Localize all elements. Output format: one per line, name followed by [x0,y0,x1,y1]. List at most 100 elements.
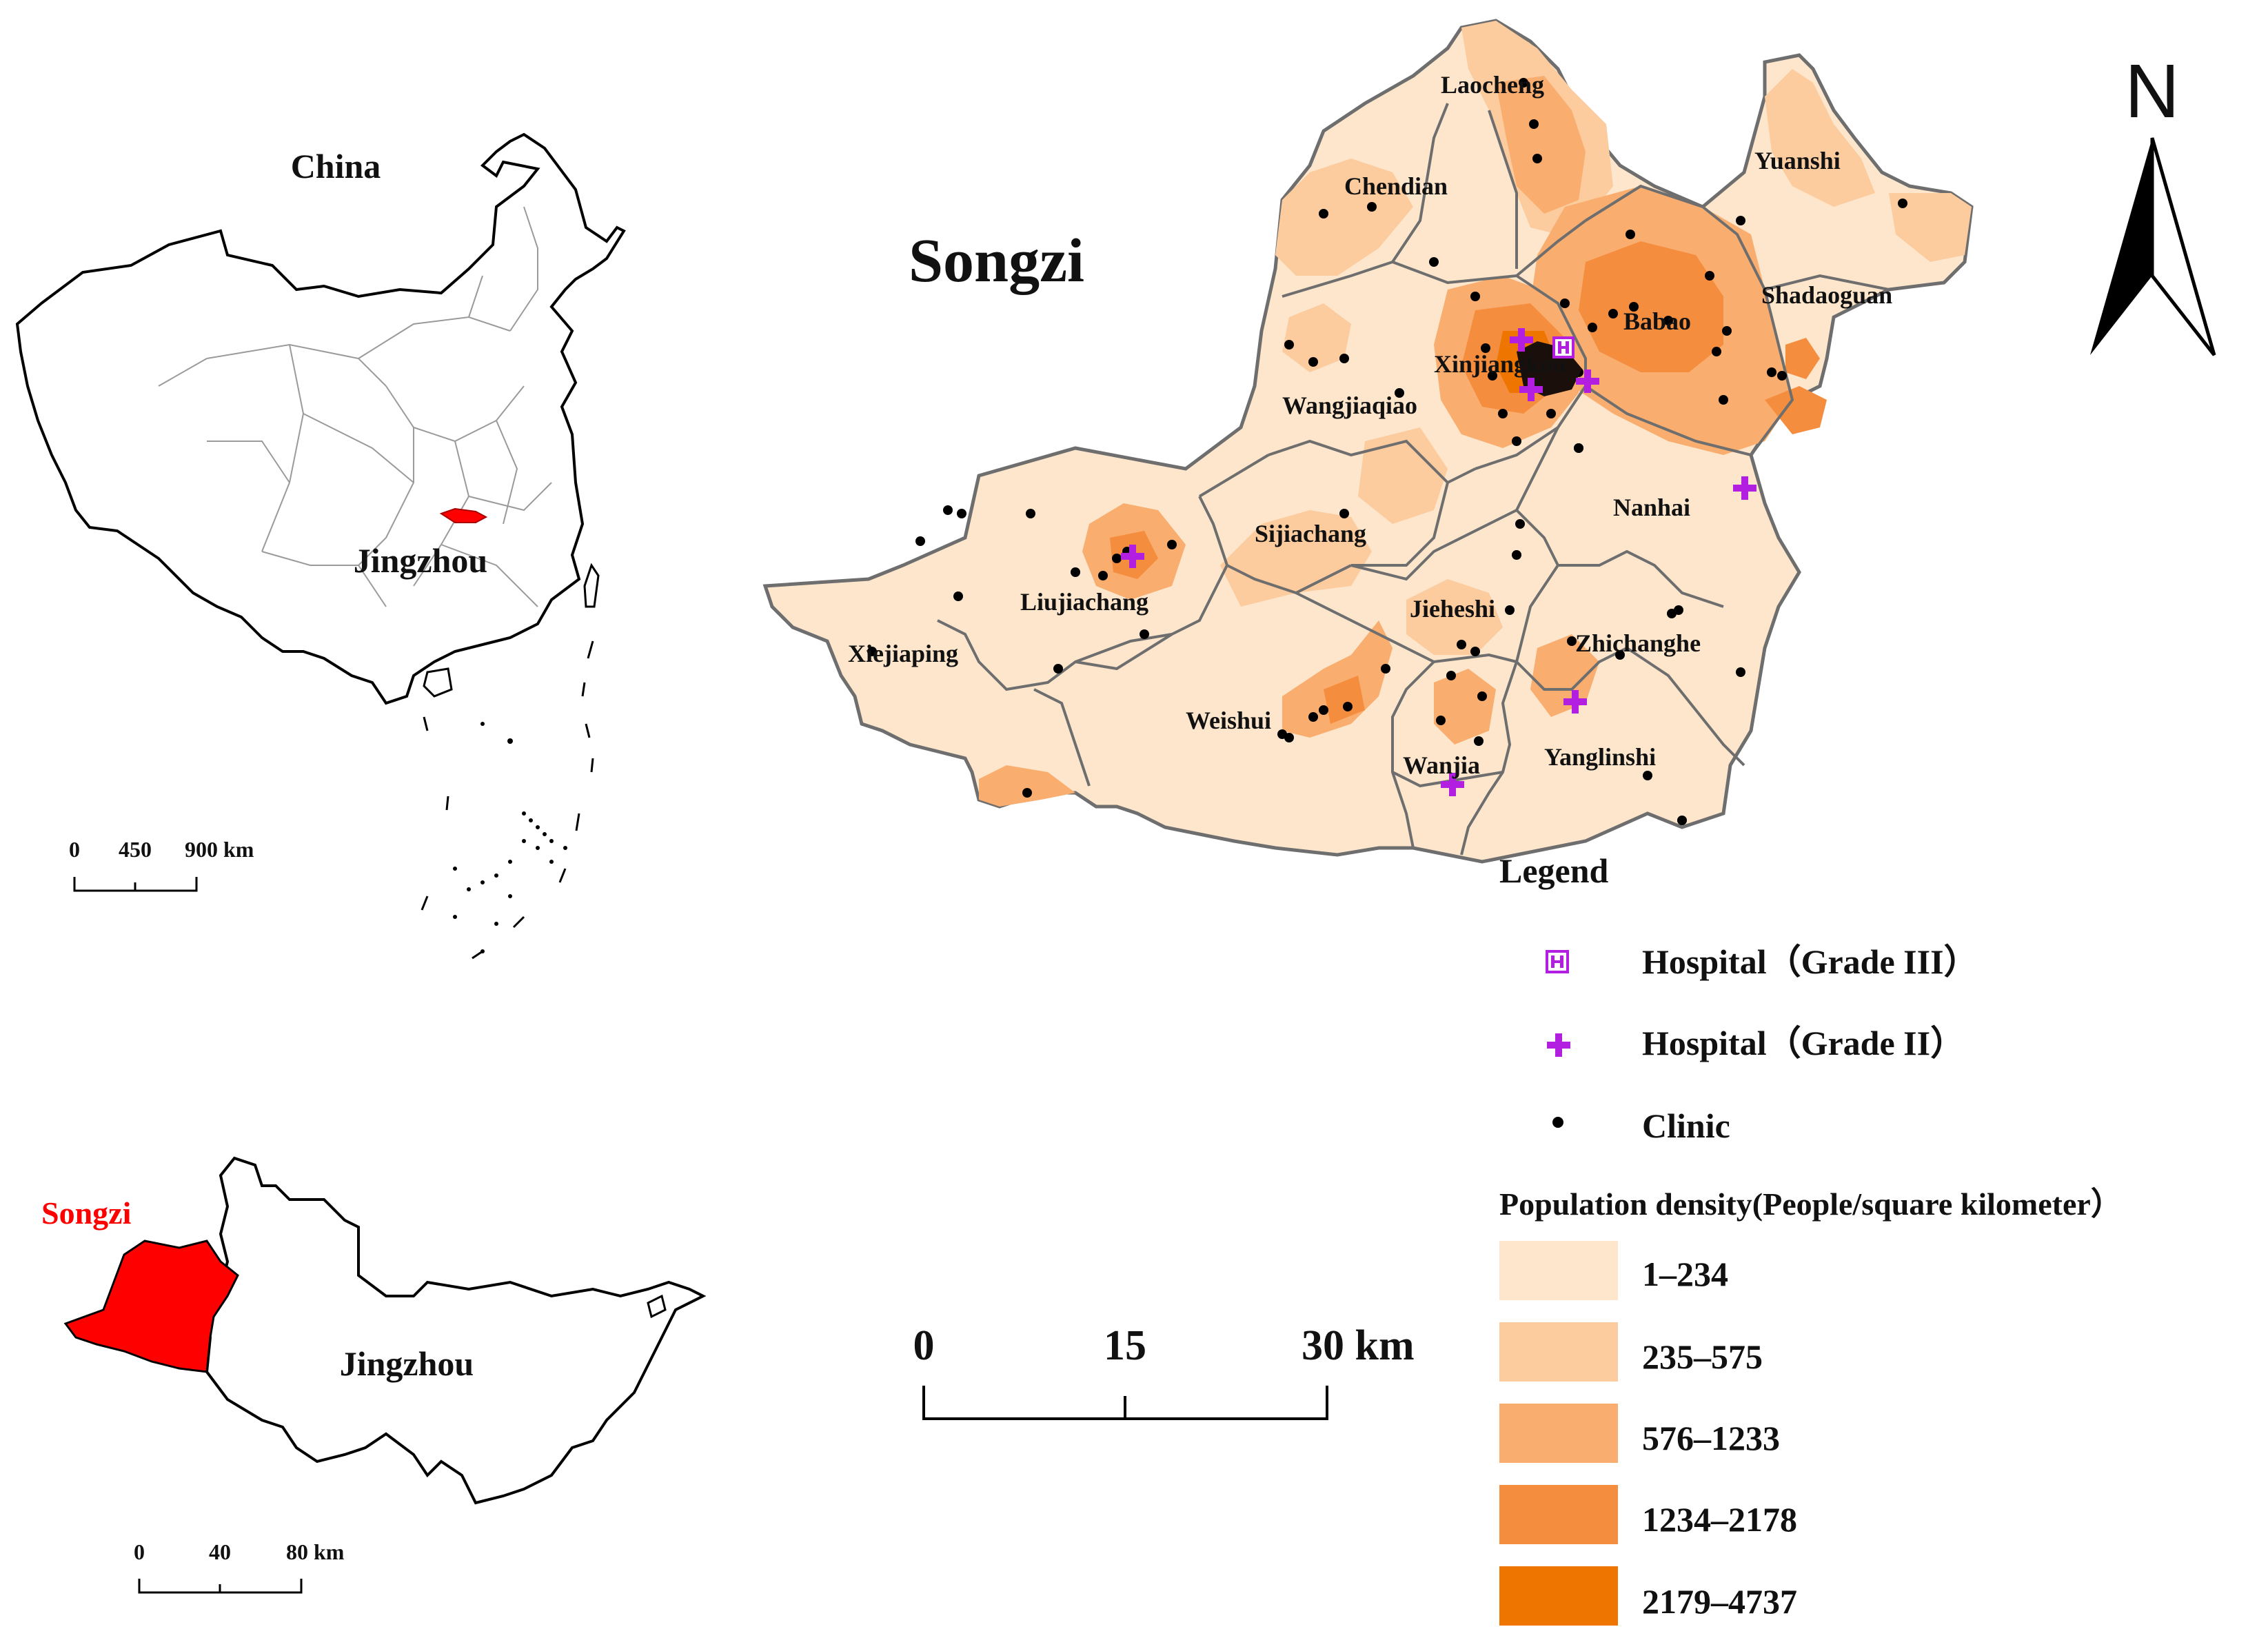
density-patch-yuanshi [1765,69,1875,207]
clinic-dot-icon [1567,636,1577,646]
china-scale-tick-1: 450 [119,837,152,862]
clinic-dot-icon [1071,567,1080,577]
china-scale-bar: 0 450 900 km [69,837,254,892]
clinic-dot-icon [1560,299,1570,308]
legend-swatch-3 [1499,1404,1618,1463]
density-patch-xinjiangkou-east [1785,338,1820,379]
town-label-yuanshi: Yuanshi [1754,147,1841,174]
jingzhou-scale-tick-1: 40 [209,1539,231,1564]
density-patch-shadaoguan-east [1889,193,1972,262]
clinic-dot-icon [1767,367,1776,377]
town-label-wangjiaqiao: Wangjiaqiao [1282,392,1417,419]
clinic-dot-icon [1546,409,1556,418]
legend-swatch-2 [1499,1322,1618,1382]
clinic-dot-icon [1470,647,1480,656]
songzi-map-title: Songzi [909,227,1084,295]
clinic-dot-icon [1498,409,1508,418]
clinic-dot-icon [915,536,925,546]
legend-label-hospital-grade-ii: Hospital（Grade II） [1642,1024,1965,1062]
jingzhou-songzi-highlight [63,1240,239,1373]
hospital-grade-ii-icon [1563,690,1587,714]
township-labels: Laocheng Chendian Yuanshi Babao Shadaogu… [848,71,1892,779]
town-label-xinjiangkou: Xinjiangkou [1434,350,1566,378]
town-label-wanjia: Wanjia [1403,751,1480,779]
china-jingzhou-label: Jingzhou [354,541,488,580]
main-scale-tick-0: 0 [913,1322,935,1369]
clinic-markers [867,78,1907,825]
clinic-dot-icon [1898,199,1907,208]
clinic-dot-icon [1140,629,1149,639]
legend-density-label-2: 235–575 [1642,1337,1763,1376]
hospital-grade-ii-icon [1121,545,1144,568]
clinic-dot-icon [1608,309,1618,318]
town-label-weishui: Weishui [1186,707,1271,734]
density-patch-wangjiaqiao [1282,303,1351,372]
clinic-dot-icon [1026,509,1035,518]
clinic-dot-icon [1588,323,1597,332]
clinic-dot-icon [1308,357,1318,367]
legend: Legend Hospital（Grade III） Hospital（Grad… [1499,851,2123,1626]
clinic-dot-icon [1736,667,1745,677]
hospital-grade-ii-icon [1510,328,1533,352]
density-patch-jieheshi [1406,579,1503,655]
china-scale-tick-2: 900 km [185,837,254,862]
songzi-highlight-label: Songzi [41,1195,132,1231]
clinic-dot-icon [1677,816,1687,825]
clinic-dot-icon [1339,509,1349,518]
north-arrow-icon [2090,138,2152,355]
town-label-chendian: Chendian [1344,172,1448,200]
town-label-nanhai: Nanhai [1613,494,1690,521]
legend-swatch-1 [1499,1241,1618,1300]
clinic-dot-icon [953,591,963,601]
clinic-dot-icon [1436,716,1446,725]
clinic-dot-icon [1532,154,1542,163]
town-label-yanglinshi: Yanglinshi [1544,743,1656,771]
jingzhou-outline [198,1156,707,1505]
jingzhou-scale-tick-2: 80 km [286,1539,345,1564]
jingzhou-inset-label: Jingzhou [340,1344,474,1383]
town-label-zhichanghe: Zhichanghe [1575,629,1701,657]
china-scale-tick-0: 0 [69,837,80,862]
clinic-dot-icon [1343,702,1353,711]
town-label-babao: Babao [1623,307,1691,335]
jingzhou-scale-bar: 0 40 80 km [134,1539,345,1594]
town-label-shadaoguan: Shadaoguan [1761,281,1892,309]
legend-label-clinic: Clinic [1642,1106,1730,1145]
township-boundaries [937,103,1890,856]
density-patch-weishui-core [1324,676,1365,724]
clinic-dot-icon [1339,354,1349,363]
clinic-dot-icon [1629,302,1639,312]
main-scale-tick-2: 30 km [1302,1322,1415,1369]
clinic-dot-icon [1515,519,1525,529]
density-patch-weishui [1282,620,1393,738]
town-label-liujiachang: Liujiachang [1020,588,1148,616]
legend-density-label-3: 576–1233 [1642,1419,1780,1457]
clinic-dot-icon [1674,605,1683,615]
legend-clinic-dot-icon [1552,1117,1563,1128]
clinic-dot-icon [1308,712,1318,722]
clinic-dot-icon [1626,230,1635,239]
legend-swatch-5 [1499,1566,1618,1626]
main-scale-tick-1: 15 [1104,1322,1146,1369]
clinic-dot-icon [1505,605,1515,615]
clinic-dot-icon [1319,705,1328,715]
clinic-dot-icon [1777,371,1787,381]
town-label-xiejiaping: Xiejiaping [848,640,958,667]
china-outline [15,132,626,705]
legend-density-label-5: 2179–4737 [1642,1582,1797,1621]
jingzhou-inset: Songzi Jingzhou 0 40 80 km [41,1156,707,1594]
legend-title: Legend [1499,851,1609,890]
clinic-dot-icon [1367,202,1377,212]
legend-hospital-grade-ii-icon [1547,1033,1570,1057]
clinic-dot-icon [1470,292,1480,301]
songzi-main-map: Laocheng Chendian Yuanshi Babao Shadaogu… [762,19,1974,864]
clinic-dot-icon [1319,209,1328,219]
clinic-dot-icon [1719,395,1728,405]
clinic-dot-icon [1488,371,1497,381]
hainan-island [423,667,453,698]
clinic-dot-icon [867,647,877,656]
jingzhou-lake [647,1294,667,1319]
clinic-dot-icon [1712,347,1721,356]
density-patch-southwest [979,765,1075,807]
